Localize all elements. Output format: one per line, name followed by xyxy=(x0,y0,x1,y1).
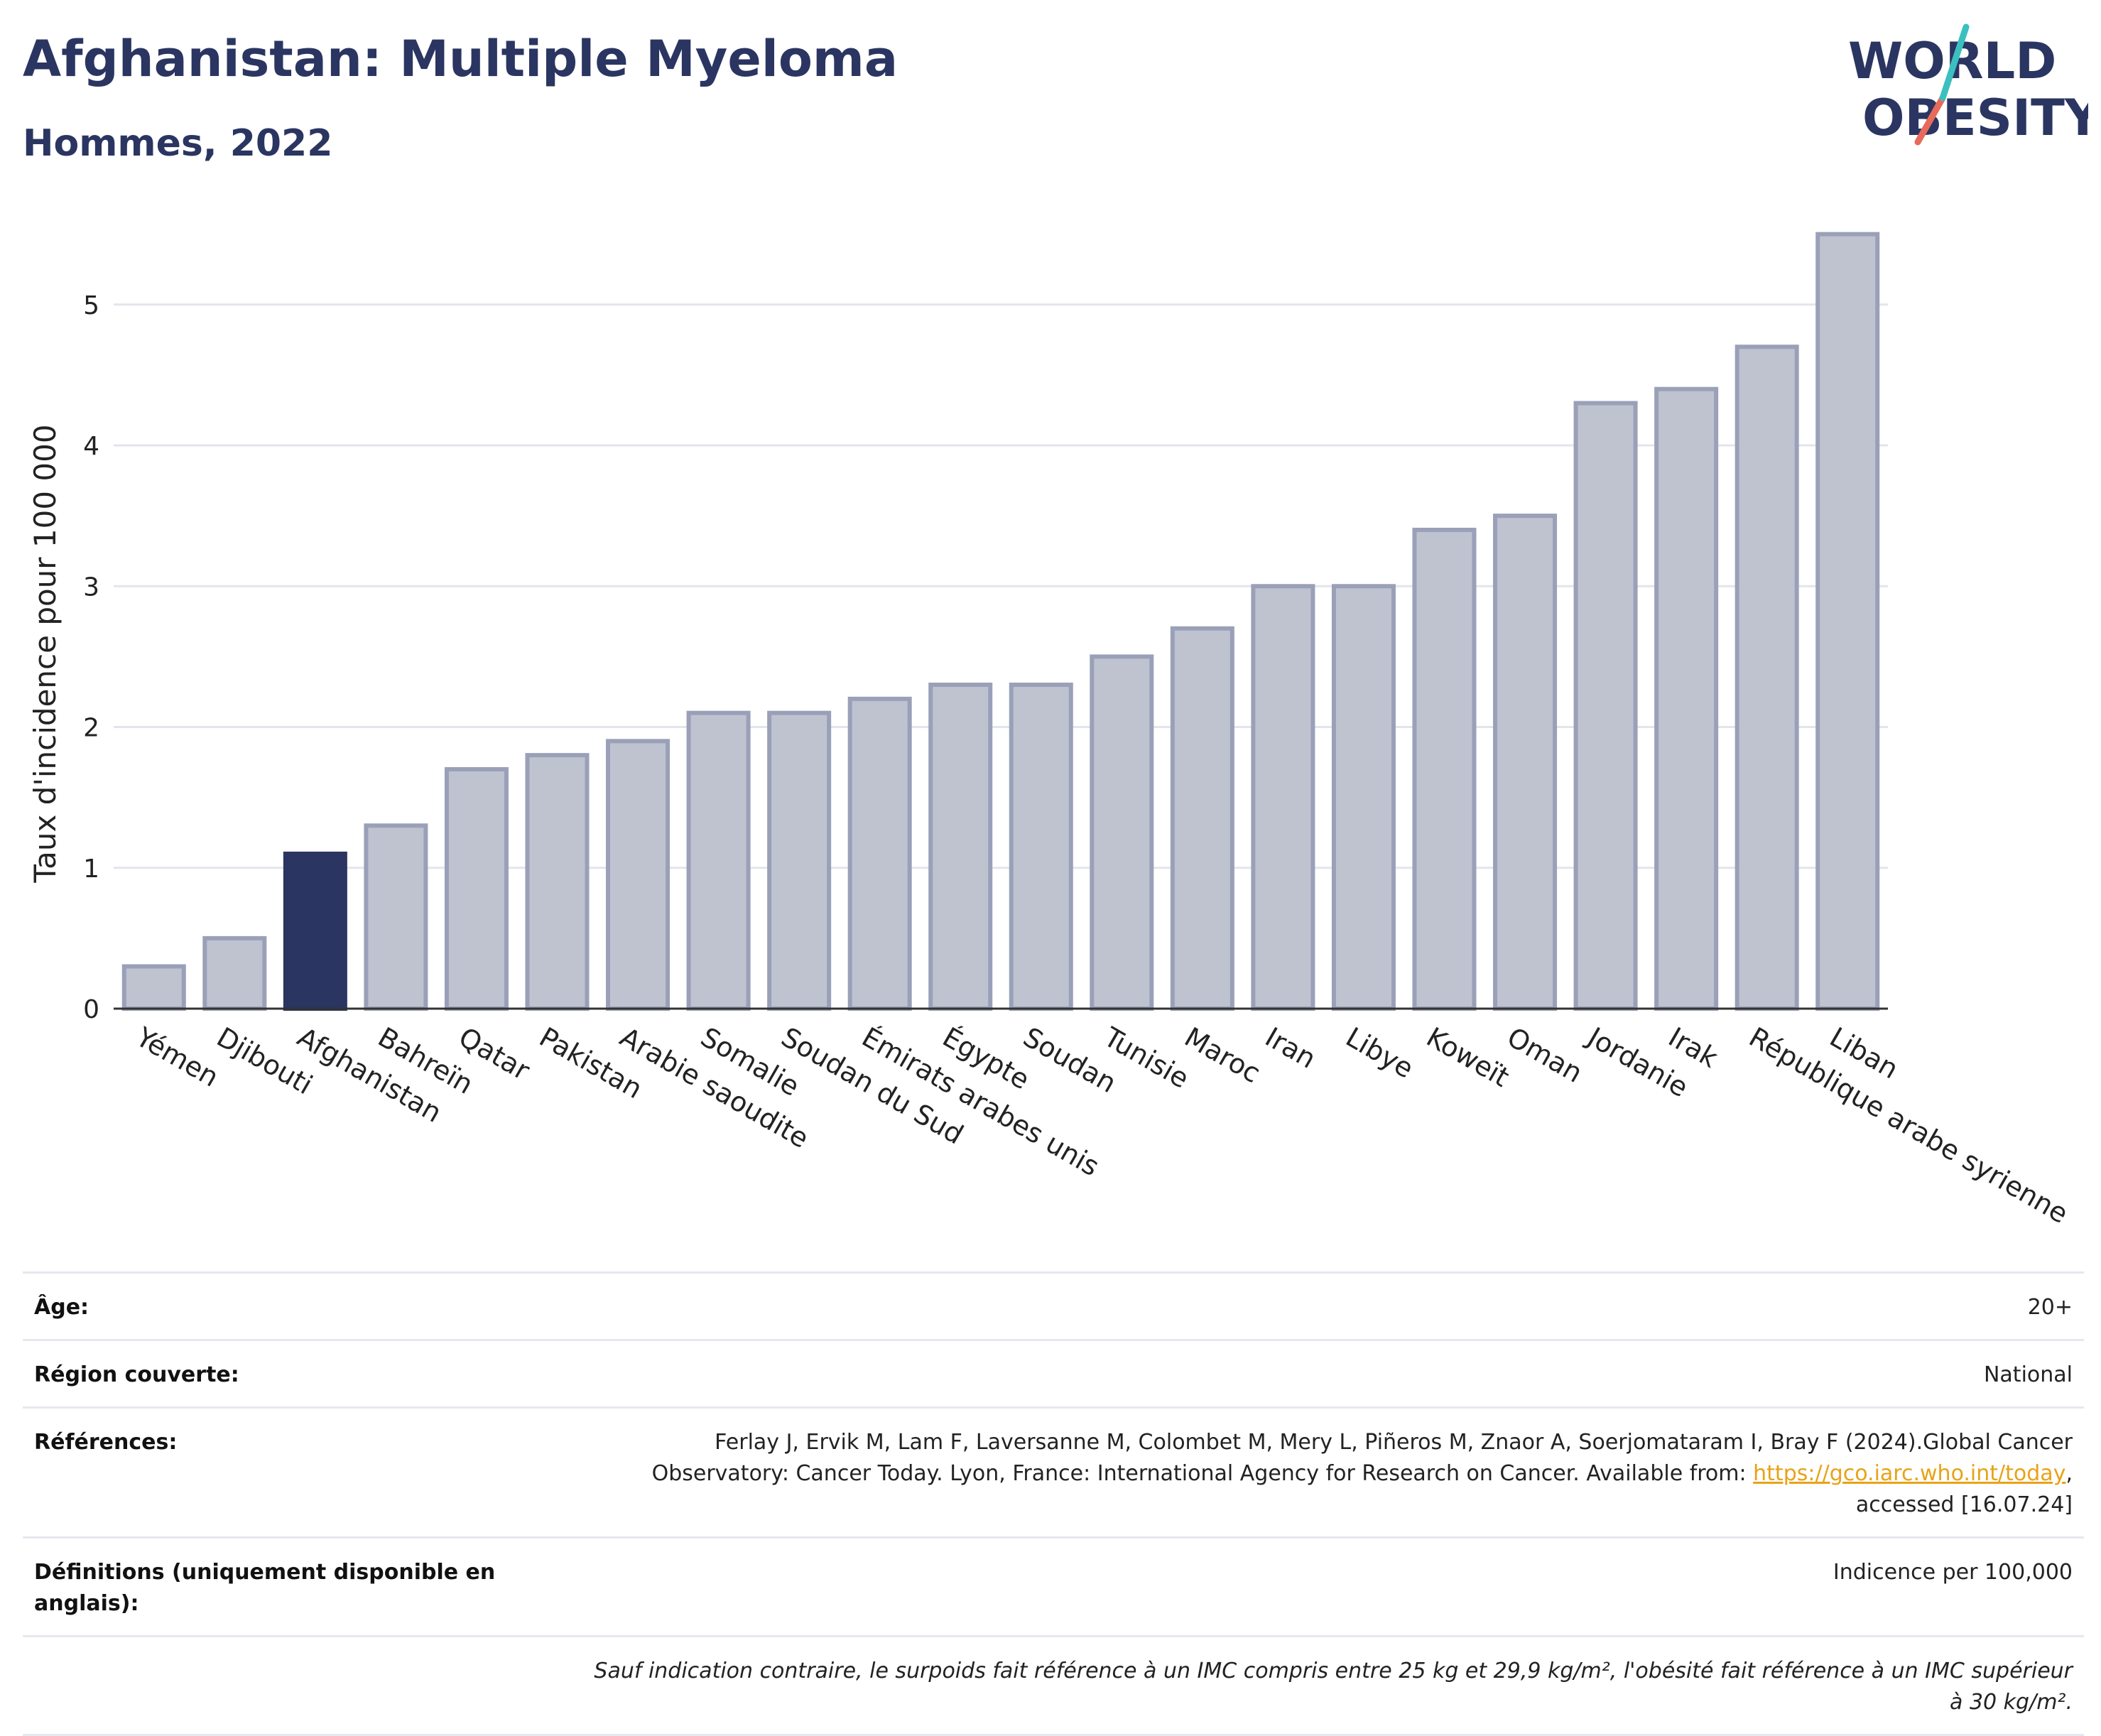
logo-slash-coral xyxy=(1914,94,1946,146)
bar xyxy=(1251,584,1315,1011)
x-tick-labels: YémenDjiboutiAfghanistanBahreïnQatarPaki… xyxy=(130,1021,2073,1230)
region-label: Région couverte: xyxy=(34,1362,239,1387)
y-axis-label: Taux d'incidence pour 100 000 xyxy=(28,424,63,883)
bar xyxy=(1493,514,1558,1011)
bar xyxy=(928,683,993,1011)
bar xyxy=(444,766,509,1011)
bar xyxy=(364,823,428,1011)
bar xyxy=(283,851,347,1011)
info-row-references: Références: Ferlay J, Ervik M, Lam F, La… xyxy=(23,1406,2084,1536)
bar xyxy=(1654,386,1719,1011)
y-tick-label: 0 xyxy=(83,995,99,1024)
x-tick-label: Yémen xyxy=(130,1021,224,1093)
x-tick-label: Soudan xyxy=(1018,1021,1122,1100)
references-link[interactable]: https://gco.iarc.who.int/today xyxy=(1753,1461,2066,1486)
chart-title: Afghanistan: Multiple Myeloma xyxy=(23,30,899,88)
x-tick-label: République arabe syrienne xyxy=(1744,1021,2073,1230)
bar xyxy=(686,710,751,1011)
bar xyxy=(121,964,186,1011)
bar xyxy=(202,935,267,1011)
bar xyxy=(1815,232,1880,1011)
chart-subtitle: Hommes, 2022 xyxy=(23,122,333,165)
bar xyxy=(1090,654,1154,1011)
x-tick-label: Maroc xyxy=(1179,1021,1266,1090)
y-tick-label: 1 xyxy=(83,855,99,884)
bar xyxy=(1573,401,1638,1011)
y-tick-label: 3 xyxy=(83,573,99,602)
x-tick-label: Oman xyxy=(1502,1021,1588,1089)
bar xyxy=(525,753,590,1011)
region-value: National xyxy=(1983,1362,2073,1387)
references-text-2: , accessed [16.07.24] xyxy=(1855,1461,2073,1517)
bar xyxy=(1331,584,1396,1011)
bar xyxy=(1170,626,1234,1011)
x-tick-label: Libye xyxy=(1340,1021,1418,1085)
bar xyxy=(1009,683,1073,1011)
bars xyxy=(121,232,1880,1011)
bar-chart: 0 1 2 3 4 5 YémenDjiboutiAfghanistanBahreïnQa… xyxy=(28,232,2073,1230)
logo-text-obesity: OBESITY xyxy=(1862,89,2088,147)
x-tick-label: Iran xyxy=(1260,1021,1321,1075)
world-obesity-logo: WORLD OBESITY xyxy=(1848,23,2088,147)
y-tick-labels: 0 1 2 3 4 5 xyxy=(83,291,99,1024)
age-value: 20+ xyxy=(2027,1295,2073,1320)
bar xyxy=(606,739,671,1011)
references-label: Références: xyxy=(34,1430,178,1455)
info-table: Âge: 20+ Région couverte: National Référ… xyxy=(23,1271,2084,1736)
info-row-region: Région couverte: National xyxy=(23,1339,2084,1406)
y-tick-label: 2 xyxy=(83,714,99,743)
info-row-definitions: Définitions (uniquement disponible en an… xyxy=(23,1536,2084,1635)
bar xyxy=(1412,527,1477,1011)
references-value: Ferlay J, Ervik M, Lam F, Laversanne M, … xyxy=(581,1427,2073,1521)
logo-slash-teal xyxy=(1939,23,1970,102)
x-tick-label: Koweït xyxy=(1421,1021,1514,1093)
bar xyxy=(767,710,832,1011)
definitions-value: Indicence per 100,000 xyxy=(1833,1560,2073,1585)
definitions-label: Définitions (uniquement disponible en an… xyxy=(34,1560,496,1616)
bar xyxy=(847,696,912,1011)
bar xyxy=(1734,345,1799,1011)
obesity-definition-note: Sauf indication contraire, le surpoids f… xyxy=(594,1659,2073,1715)
y-tick-label: 5 xyxy=(83,291,99,320)
info-row-age: Âge: 20+ xyxy=(23,1271,2084,1339)
age-label: Âge: xyxy=(34,1295,89,1320)
info-row-note: Sauf indication contraire, le surpoids f… xyxy=(23,1635,2084,1736)
references-text-1: Ferlay J, Ervik M, Lam F, Laversanne M, … xyxy=(651,1430,2073,1486)
y-tick-label: 4 xyxy=(83,432,99,461)
